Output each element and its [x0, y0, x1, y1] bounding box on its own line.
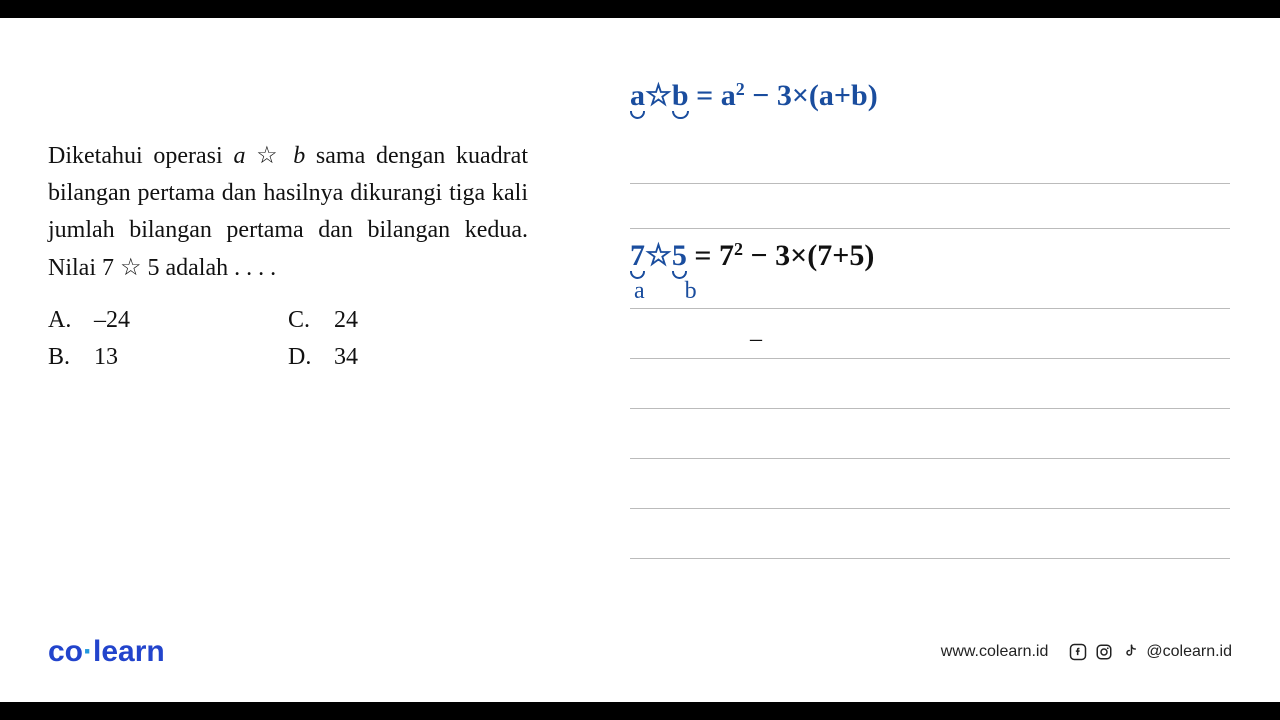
q-star: ☆ — [245, 143, 293, 169]
ruled-line — [630, 558, 1230, 559]
formula-a: a — [630, 79, 645, 113]
facebook-icon — [1068, 642, 1088, 662]
ruled-line — [630, 508, 1230, 509]
formula-minus: − — [745, 79, 777, 112]
sub-sum: 7+5 — [817, 239, 864, 272]
footer-url: www.colearn.id — [941, 643, 1049, 661]
ruled-line — [630, 183, 1230, 184]
sub-sup: 2 — [734, 239, 743, 259]
footer: co·learn www.colearn.id @colearn.id — [0, 632, 1280, 672]
tiktok-icon — [1120, 642, 1140, 662]
sub-5: 5 — [672, 239, 687, 273]
sub-star: ☆ — [645, 239, 672, 272]
annotation-ab: a b — [630, 278, 697, 305]
options-grid: A. –24 C. 24 B. 13 D. 34 — [48, 307, 528, 371]
question-block: Diketahui operasi a ☆ b sama dengan kuad… — [48, 138, 528, 371]
formula-a2: a — [721, 79, 736, 112]
letterbox-top — [0, 0, 1280, 18]
ruled-line — [630, 408, 1230, 409]
logo: co·learn — [48, 635, 165, 669]
formula-line: a☆b = a2 − 3×(a+b) — [630, 78, 878, 113]
ruled-line — [630, 458, 1230, 459]
anno-b: b — [685, 278, 697, 304]
option-c: C. 24 — [288, 307, 528, 334]
formula-eq: = — [689, 79, 721, 112]
formula-close: ) — [868, 79, 878, 112]
logo-dot: · — [83, 635, 93, 668]
option-b: B. 13 — [48, 344, 288, 371]
option-c-label: C. — [288, 307, 316, 334]
q-part1: Diketahui operasi — [48, 143, 233, 169]
logo-co: co — [48, 635, 83, 668]
social-icons: @colearn.id — [1068, 642, 1232, 662]
sub-open: ( — [807, 239, 817, 272]
substitution-line: 7☆5 = 72 − 3×(7+5) — [630, 238, 874, 273]
question-text: Diketahui operasi a ☆ b sama dengan kuad… — [48, 138, 528, 287]
ruled-line — [630, 308, 1230, 309]
footer-handle: @colearn.id — [1146, 643, 1232, 661]
sub-3x: 3× — [775, 239, 807, 272]
formula-b: b — [672, 79, 689, 113]
option-d-label: D. — [288, 344, 316, 371]
footer-right: www.colearn.id @colearn.id — [941, 642, 1232, 662]
formula-3: 3 — [777, 79, 792, 112]
option-a-label: A. — [48, 307, 76, 334]
formula-star: ☆ — [645, 79, 672, 112]
logo-learn: learn — [93, 635, 165, 668]
sub-minus: − — [743, 239, 775, 272]
formula-times: × — [792, 79, 809, 112]
ruled-line — [630, 228, 1230, 229]
option-a: A. –24 — [48, 307, 288, 334]
option-d: D. 34 — [288, 344, 528, 371]
q-var-b: b — [293, 143, 305, 169]
option-c-value: 24 — [334, 307, 358, 334]
letterbox-bottom — [0, 702, 1280, 720]
sub-close: ) — [864, 239, 874, 272]
sub-eq: = — [687, 239, 719, 272]
formula-open: ( — [809, 79, 819, 112]
ruled-line — [630, 358, 1230, 359]
option-a-value: –24 — [94, 307, 130, 334]
dash-mark: – — [750, 326, 762, 353]
formula-sup: 2 — [736, 79, 745, 99]
anno-a: a — [634, 278, 645, 304]
sub-7: 7 — [630, 239, 645, 273]
sub-72: 7 — [719, 239, 734, 272]
option-d-value: 34 — [334, 344, 358, 371]
formula-aplusb: a+b — [819, 79, 868, 112]
q-var-a: a — [233, 143, 245, 169]
content-area: Diketahui operasi a ☆ b sama dengan kuad… — [0, 18, 1280, 702]
instagram-icon — [1094, 642, 1114, 662]
option-b-value: 13 — [94, 344, 118, 371]
option-b-label: B. — [48, 344, 76, 371]
